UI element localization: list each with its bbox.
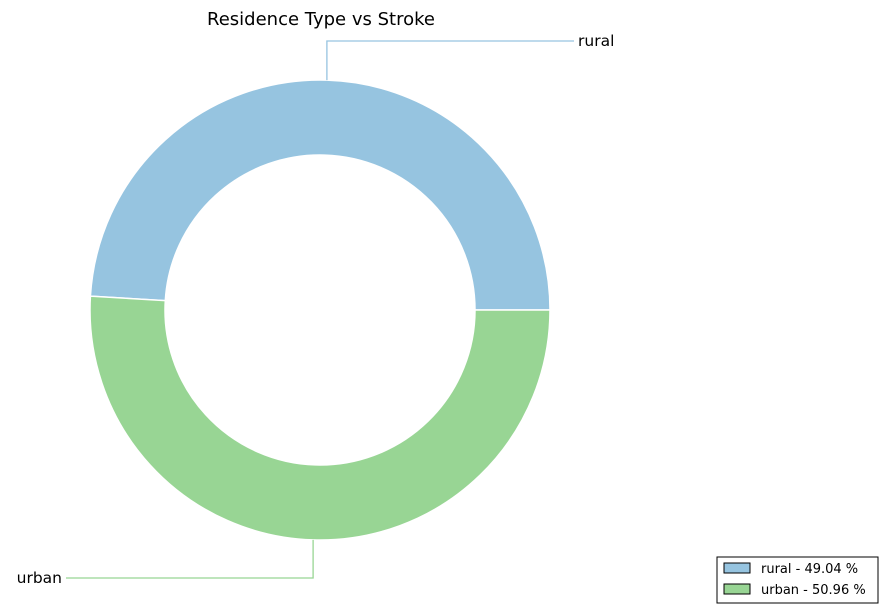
connector-rural [326,40,574,81]
slices-layer [89,79,551,541]
slice-rural [89,79,551,311]
legend-swatch-urban [723,583,751,595]
legend-label-rural: rural - 49.04 % [761,562,858,577]
connector-urban [66,539,314,579]
slice-urban [89,295,551,541]
callout-label-rural: rural [578,32,614,50]
legend: rural - 49.04 % urban - 50.96 % [716,556,879,604]
chart-title: Residence Type vs Stroke [207,9,435,30]
legend-swatch-rural [723,562,751,574]
legend-label-urban: urban - 50.96 % [761,583,866,598]
callout-label-urban: urban [17,569,62,587]
callouts-layer: rural urban [17,32,615,587]
